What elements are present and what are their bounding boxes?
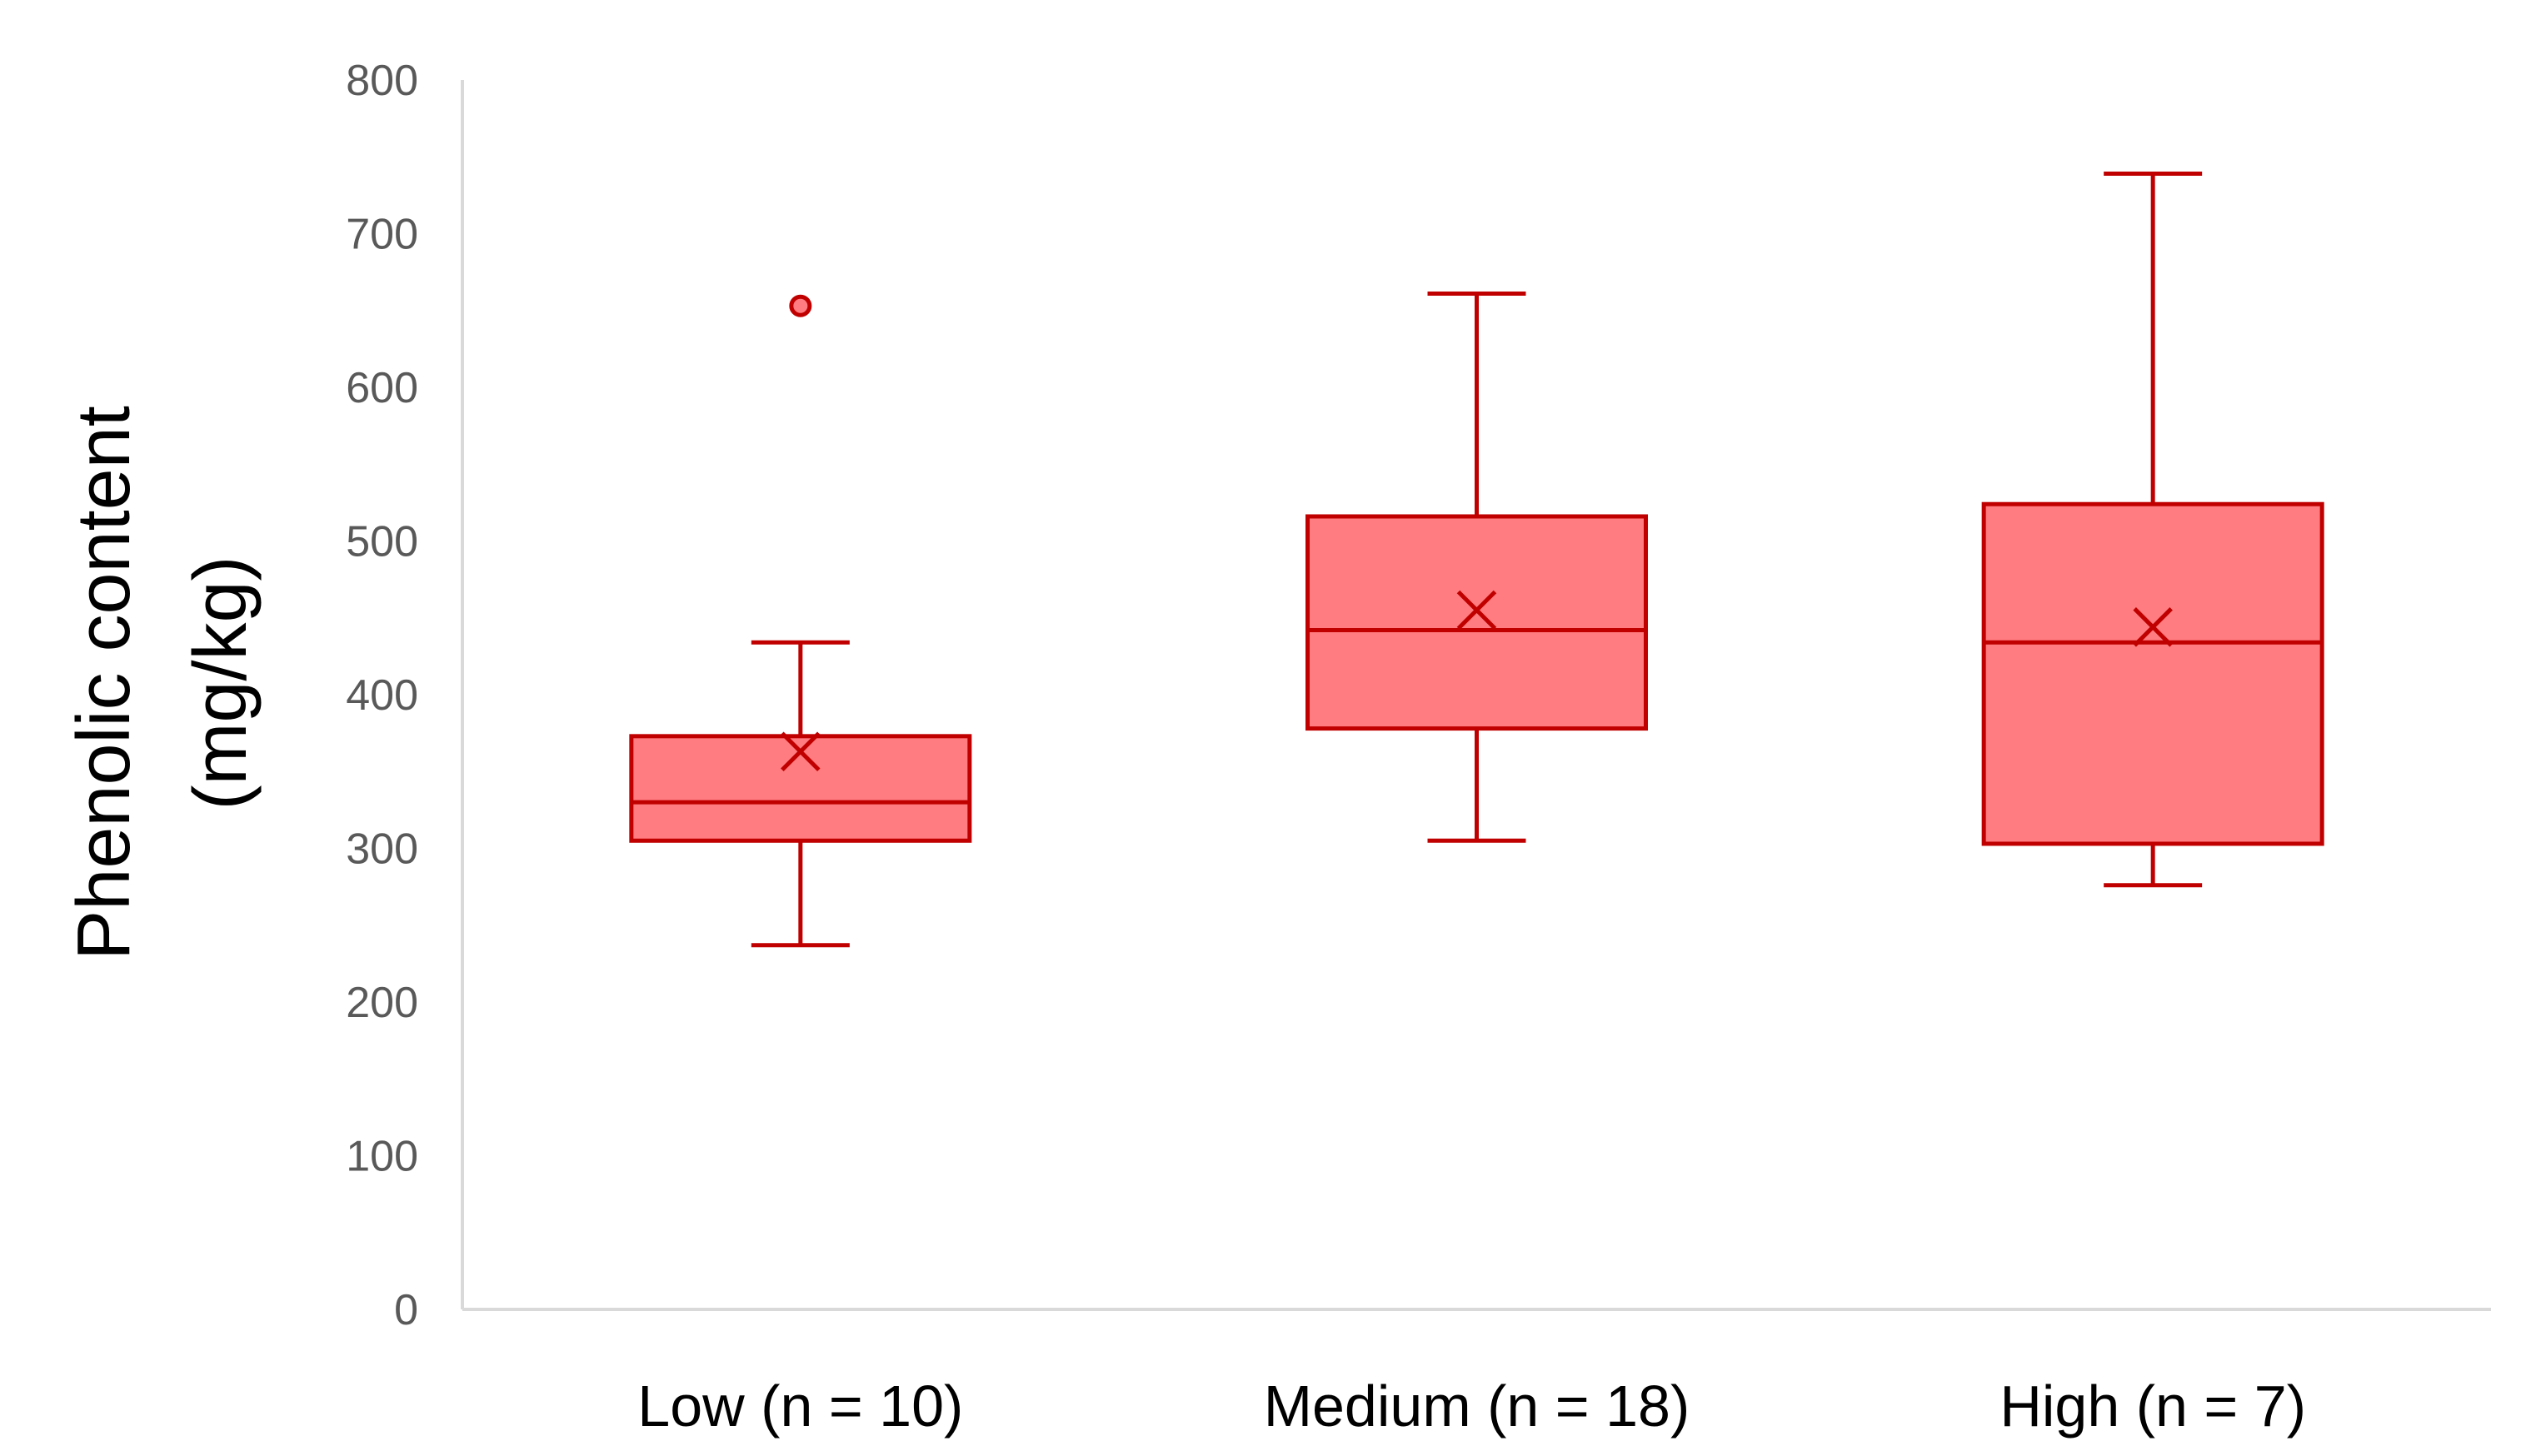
y-tick-label: 700	[346, 211, 418, 259]
x-category-label: Medium (n = 18)	[1264, 1374, 1690, 1439]
y-tick-label: 500	[346, 518, 418, 566]
y-tick-label: 200	[346, 979, 418, 1027]
y-tick-label: 0	[394, 1286, 418, 1334]
outlier-point	[789, 294, 812, 317]
y-axis-title-line-2: (mg/kg)	[179, 556, 262, 810]
x-tick-labels: Low (n = 10) Medium (n = 18) High (n = 7)	[637, 1374, 2306, 1439]
box-group	[629, 294, 972, 948]
y-tick-label: 600	[346, 364, 418, 412]
y-tick-label: 100	[346, 1133, 418, 1181]
iqr-box	[1305, 514, 1648, 731]
y-axis-title: Phenolic content (mg/kg)	[62, 406, 262, 960]
y-tick-label: 300	[346, 825, 418, 874]
y-tick-labels: 0 100 200 300 400 500 600 700 800	[346, 57, 418, 1334]
axes	[461, 80, 2491, 1311]
box-group	[1981, 172, 2324, 888]
x-category-label: Low (n = 10)	[637, 1374, 963, 1439]
boxes	[629, 172, 2324, 948]
mean-marker	[1456, 590, 1497, 631]
box-group	[1305, 291, 1648, 843]
iqr-box	[1981, 501, 2324, 846]
y-axis-title-line-1: Phenolic content	[62, 406, 146, 960]
y-tick-label: 400	[346, 671, 418, 720]
y-tick-label: 800	[346, 57, 418, 105]
mean-marker	[2133, 607, 2173, 647]
mean-marker	[781, 731, 821, 772]
x-category-label: High (n = 7)	[1999, 1374, 2306, 1439]
